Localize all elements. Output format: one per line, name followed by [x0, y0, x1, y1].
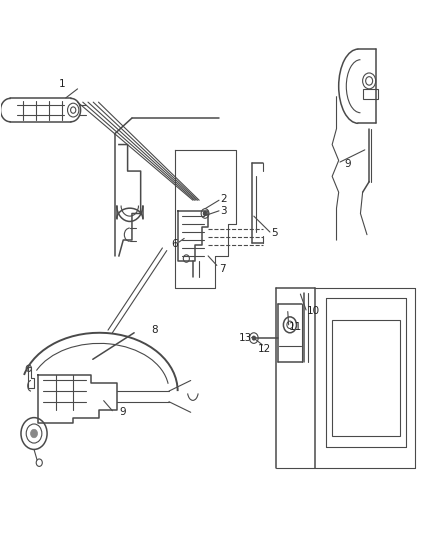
- Text: 1: 1: [59, 78, 66, 88]
- Circle shape: [203, 212, 207, 216]
- Text: 2: 2: [220, 194, 226, 204]
- Text: 5: 5: [271, 228, 277, 238]
- Text: 13: 13: [239, 333, 252, 343]
- Text: 12: 12: [258, 344, 272, 354]
- Text: 9: 9: [119, 407, 126, 417]
- Text: 11: 11: [289, 322, 302, 333]
- Circle shape: [252, 336, 255, 340]
- Text: 9: 9: [344, 159, 351, 168]
- Bar: [332, 319, 399, 436]
- Text: 7: 7: [219, 264, 226, 274]
- Circle shape: [31, 429, 38, 438]
- Text: 10: 10: [307, 306, 320, 316]
- Text: 6: 6: [171, 239, 178, 249]
- Text: 8: 8: [152, 325, 158, 335]
- Text: 3: 3: [220, 206, 226, 216]
- Bar: [363, 89, 378, 100]
